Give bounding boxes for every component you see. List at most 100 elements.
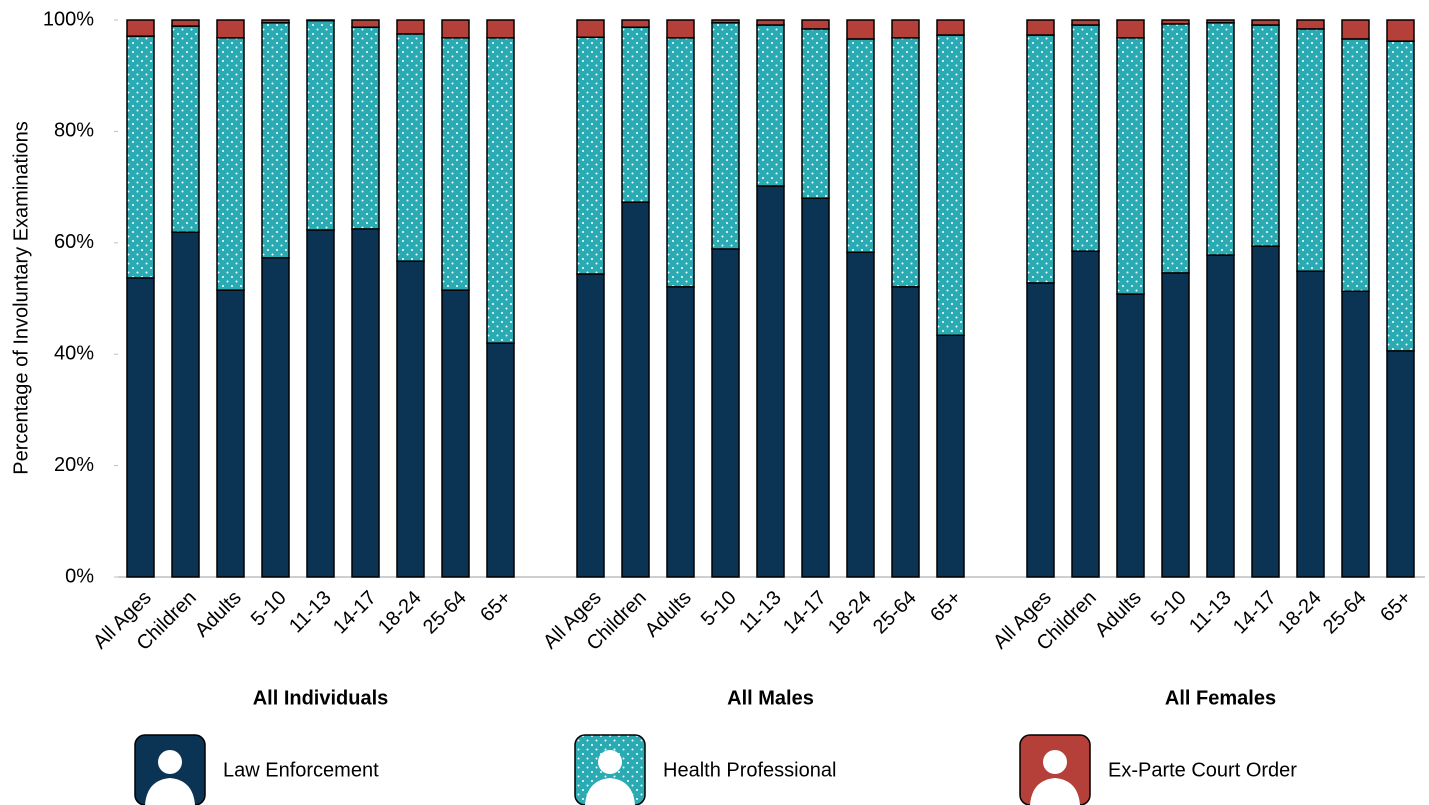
y-axis-label: Percentage of Involuntary Examinations (10, 121, 32, 475)
x-tick-label: 25-64 (869, 587, 921, 639)
bar-segment (1251, 24, 1280, 247)
bar-segment (126, 19, 155, 37)
bar-segment (486, 342, 515, 578)
bar-segment (171, 25, 200, 233)
bar-segment (1341, 290, 1370, 578)
bar-segment (1386, 40, 1415, 352)
bar-segment (351, 26, 380, 230)
bar-segment (396, 33, 425, 262)
bar-segment (1161, 23, 1190, 274)
bar-segment (441, 289, 470, 578)
x-tick-label: Adults (1091, 587, 1146, 642)
bar-segment (756, 24, 785, 187)
bar-segment (216, 37, 245, 291)
bar-segment (666, 286, 695, 578)
x-tick-label: 14-17 (329, 587, 381, 639)
x-tick-label: 18-24 (374, 587, 426, 639)
x-tick-label: 5-10 (247, 587, 291, 631)
bar-segment (711, 22, 740, 250)
bar-segment (846, 38, 875, 254)
bar-segment (936, 334, 965, 578)
group-label: All Individuals (253, 687, 389, 709)
bar-segment (1116, 19, 1145, 39)
bar-segment (306, 19, 335, 22)
bar-segment (891, 19, 920, 39)
legend-label: Ex-Parte Court Order (1108, 759, 1297, 781)
x-tick-label: 18-24 (824, 587, 876, 639)
bar-segment (441, 19, 470, 39)
bar-segment (216, 19, 245, 39)
y-tick-label: 80% (54, 120, 94, 142)
bar-segment (1206, 254, 1235, 578)
x-tick-label: 11-13 (735, 587, 786, 638)
bar-segment (1386, 19, 1415, 42)
bar-segment (756, 185, 785, 578)
bar-segment (891, 37, 920, 288)
bar-segment (396, 260, 425, 578)
x-tick-label: Adults (641, 587, 696, 642)
bar-segment (576, 36, 605, 275)
x-tick-label: 65+ (926, 587, 966, 627)
bar-segment (351, 19, 380, 28)
bar-segment (801, 19, 830, 30)
bar-segment (1206, 19, 1235, 24)
bar-segment (1341, 38, 1370, 293)
bar-segment (1296, 28, 1325, 272)
bar-segment (1161, 19, 1190, 25)
legend-icon-body (1030, 778, 1080, 805)
bar-segment (1026, 282, 1055, 578)
x-tick-label: 11-13 (285, 587, 336, 638)
bar-segment (801, 28, 830, 199)
bar-segment (486, 37, 515, 344)
bar-segment (711, 19, 740, 24)
group-label: All Females (1165, 687, 1276, 709)
bar-segment (1026, 19, 1055, 36)
bar-segment (1251, 19, 1280, 26)
bar-segment (171, 231, 200, 578)
legend-label: Law Enforcement (223, 759, 379, 781)
bar-segment (306, 229, 335, 578)
bar-segment (351, 228, 380, 578)
legend-label: Health Professional (663, 759, 836, 781)
x-tick-label: 14-17 (1229, 587, 1281, 639)
bar-segment (306, 19, 335, 231)
bar-segment (621, 201, 650, 578)
x-tick-label: 5-10 (697, 587, 741, 631)
bar-segment (846, 19, 875, 40)
bar-segment (126, 277, 155, 578)
x-tick-label: 65+ (476, 587, 516, 627)
bar-segment (261, 19, 290, 24)
bar-segment (1296, 270, 1325, 578)
bar-segment (216, 289, 245, 578)
bar-segment (621, 19, 650, 28)
legend-item: Ex-Parte Court Order (1019, 734, 1297, 805)
bar-segment (936, 34, 965, 337)
bar-segment (1071, 24, 1100, 252)
x-tick-label: 18-24 (1274, 587, 1326, 639)
legend-item: Health Professional (574, 734, 836, 805)
legend-item: Law Enforcement (134, 734, 379, 805)
bar-segment (261, 22, 290, 259)
bar-segment (576, 19, 605, 39)
bar-segment (846, 251, 875, 578)
x-tick-label: 14-17 (779, 587, 831, 639)
bar-segment (576, 273, 605, 578)
legend-icon-body (585, 778, 635, 805)
bar-segment (756, 19, 785, 26)
x-tick-label: 11-13 (1185, 587, 1236, 638)
y-tick-label: 40% (54, 342, 94, 364)
legend-icon-head (158, 750, 182, 774)
x-tick-label: 5-10 (1147, 587, 1191, 631)
bar-segment (891, 286, 920, 578)
bar-segment (711, 248, 740, 578)
x-tick-label: 25-64 (419, 587, 471, 639)
bar-segment (936, 19, 965, 36)
y-tick-label: 0% (65, 565, 94, 587)
bar-segment (1251, 245, 1280, 578)
bar-segment (261, 257, 290, 578)
bar-segment (1071, 250, 1100, 578)
bar-segment (666, 19, 695, 39)
x-tick-label: Adults (191, 587, 246, 642)
bar-segment (1116, 37, 1145, 295)
